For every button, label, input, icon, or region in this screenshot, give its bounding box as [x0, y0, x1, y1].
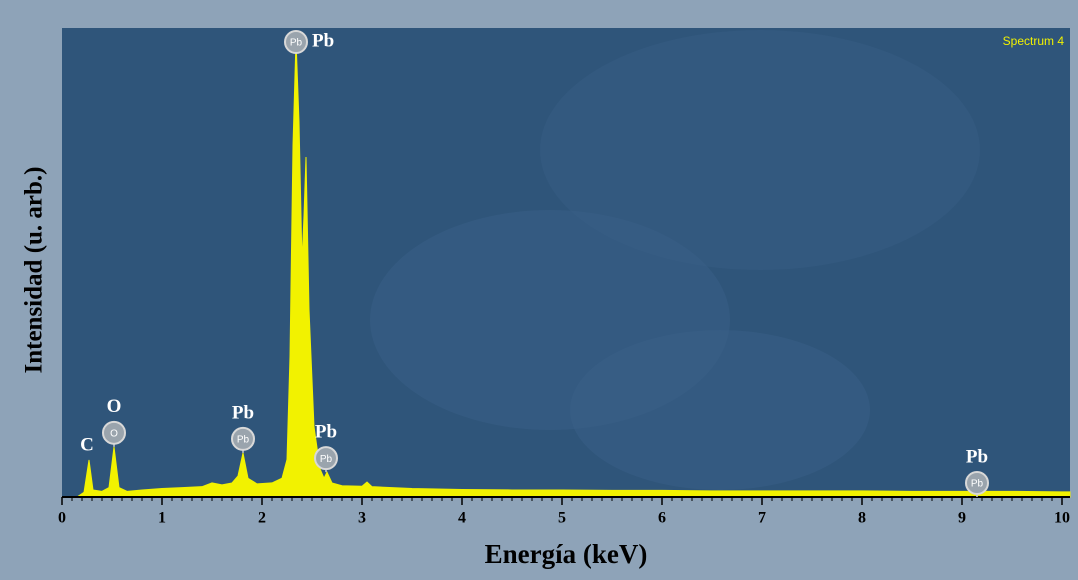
texture: [570, 330, 870, 490]
x-tick-label: 1: [158, 510, 166, 527]
peak-label: C: [80, 434, 94, 455]
badge: [284, 30, 308, 54]
x-tick-label: 2: [258, 510, 266, 527]
x-tick-label: 7: [758, 510, 766, 527]
x-tick-label: 6: [658, 510, 666, 527]
y-axis-label: Intensidad (u. arb.): [21, 167, 48, 374]
peak-label: Pb: [315, 422, 337, 443]
badge-label: Pb: [290, 38, 303, 49]
x-tick-label: 4: [458, 510, 466, 527]
x-axis-label: Energía (keV): [485, 539, 648, 569]
chart-title: Spectrum 4: [1003, 34, 1065, 48]
x-tick-label: 8: [858, 510, 866, 527]
peak-label: Pb: [966, 446, 988, 467]
x-tick-label: 5: [558, 510, 566, 527]
peak-label: Pb: [312, 30, 334, 51]
badge-label: Pb: [237, 435, 250, 446]
badge: [231, 426, 255, 451]
x-tick-label: 3: [358, 510, 366, 527]
badge-label: Pb: [971, 479, 984, 490]
x-tick-label: 0: [58, 510, 66, 527]
spectrum: [75, 40, 1071, 498]
peak-label: O: [107, 396, 122, 417]
peak-label: Pb: [232, 402, 254, 423]
badge: [314, 446, 338, 471]
badge: [102, 420, 126, 445]
x-tick-label: 9: [958, 510, 966, 527]
badge: [965, 471, 989, 495]
badge-label: Pb: [320, 454, 333, 465]
texture: [540, 30, 980, 270]
badge-label: O: [110, 428, 118, 439]
x-tick-label: 10: [1054, 510, 1070, 527]
